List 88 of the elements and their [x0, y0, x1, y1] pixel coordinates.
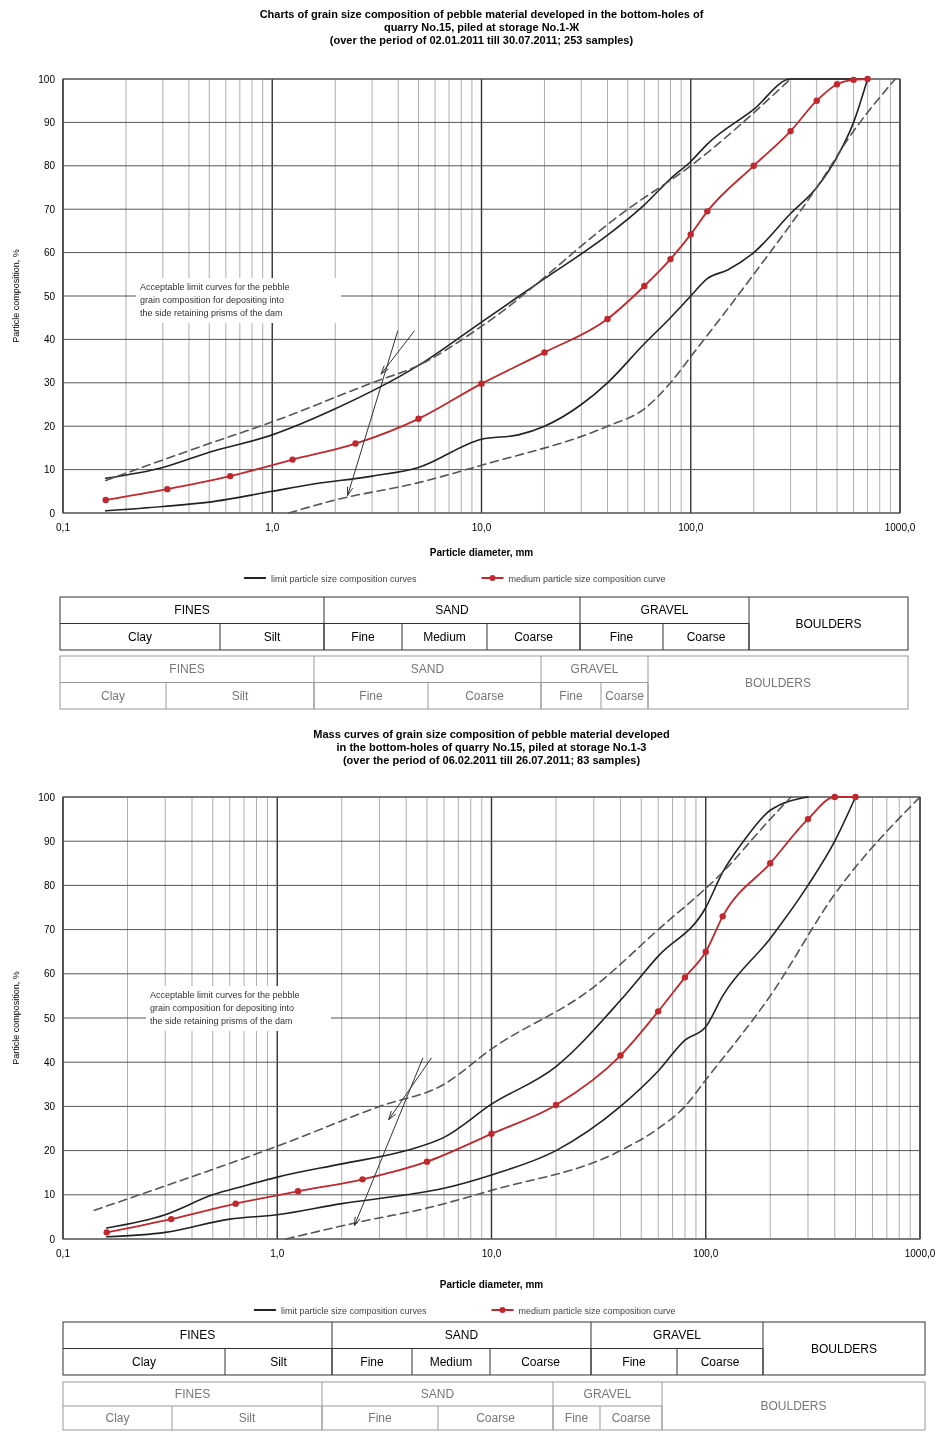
- text: Coarse: [476, 1411, 516, 1425]
- y-tick-label: 20: [43, 420, 56, 432]
- text: GRAVEL: [640, 603, 689, 618]
- text: Coarse: [611, 1411, 651, 1425]
- y-tick-label: 50: [43, 1012, 56, 1024]
- x-tick-label: 10,0: [471, 522, 492, 533]
- text: Clay: [100, 688, 126, 703]
- text: Medium: [423, 629, 466, 644]
- text: SAND: [410, 662, 445, 677]
- x-tick-label: 10,0: [481, 1248, 502, 1259]
- text: FINES: [174, 1387, 211, 1401]
- text: Silt: [270, 1354, 288, 1369]
- text: Fine: [559, 688, 583, 703]
- text: FINES: [179, 1328, 216, 1343]
- text: Clay: [105, 1411, 130, 1425]
- x-tick-label: 0,1: [56, 522, 71, 533]
- y-tick-label: 90: [43, 835, 56, 847]
- annotation: Acceptable limit curves for the pebble grain composition for depositing into the side retaining prisms of the dam: [150, 990, 300, 1026]
- text: Clay: [127, 629, 153, 644]
- x-tick-label: 1,0: [270, 1248, 285, 1259]
- y-tick-label: 70: [43, 924, 56, 936]
- annotation: Acceptable limit curves for the pebble grain composition for depositing into the side retaining prisms of the dam: [140, 282, 290, 318]
- y-tick-label: 30: [43, 1100, 56, 1112]
- y-tick-label: 0: [49, 507, 56, 519]
- text: Silt: [231, 688, 249, 703]
- y-tick-label: 90: [43, 116, 56, 128]
- text: Fine: [351, 629, 375, 644]
- text: BOULDERS: [795, 616, 862, 631]
- text: SAND: [435, 603, 469, 618]
- y-tick-label: 0: [49, 1233, 56, 1245]
- x-tick-label: 100,0: [693, 1248, 719, 1259]
- x-tick-label: 0,1: [56, 1248, 71, 1259]
- y-tick-label: 40: [43, 1056, 56, 1068]
- text: FINES: [169, 662, 205, 677]
- chart-subtitle: (over the period of 06.02.2011 till 26.07.2011; 83 samples): [342, 754, 641, 766]
- x-tick-label: 1000,0: [904, 1248, 936, 1259]
- text: Coarse: [465, 688, 505, 703]
- y-tick-label: 40: [43, 333, 56, 345]
- y-tick-label: 100: [38, 73, 56, 85]
- text: Fine: [359, 688, 383, 703]
- text: Fine: [360, 1354, 384, 1369]
- y-tick-label: 100: [38, 791, 56, 803]
- text: Medium: [429, 1354, 473, 1369]
- legend-label: limit particle size composition curves: [280, 1305, 427, 1316]
- text: BOULDERS: [744, 675, 812, 690]
- x-tick-label: 1,0: [265, 522, 280, 533]
- text: Fine: [368, 1411, 392, 1425]
- legend-label: limit particle size composition curves: [270, 573, 417, 584]
- y-tick-label: 10: [43, 464, 56, 476]
- legend-label: medium particle size composition curve: [508, 573, 666, 584]
- text: Silt: [238, 1411, 256, 1425]
- y-tick-label: 50: [43, 290, 56, 302]
- text: Coarse: [686, 629, 726, 644]
- text: GRAVEL: [570, 662, 619, 677]
- text: Coarse: [521, 1354, 561, 1369]
- y-axis-title: Particle composition, %: [11, 249, 21, 343]
- x-axis-title: Particle diameter, mm: [429, 547, 534, 558]
- y-tick-label: 20: [43, 1145, 56, 1157]
- text: GRAVEL: [653, 1328, 702, 1343]
- x-tick-label: 1000,0: [884, 522, 916, 533]
- legend-label: medium particle size composition curve: [518, 1305, 676, 1316]
- text: SAND: [444, 1328, 479, 1343]
- text: Coarse: [700, 1354, 740, 1369]
- y-tick-label: 60: [43, 247, 56, 259]
- y-tick-label: 80: [43, 160, 56, 172]
- y-tick-label: 30: [43, 377, 56, 389]
- y-tick-label: 10: [43, 1189, 56, 1201]
- text: BOULDERS: [810, 1341, 878, 1356]
- text: Clay: [131, 1354, 157, 1369]
- text: Fine: [564, 1411, 589, 1425]
- y-axis-title: Particle composition, %: [11, 971, 21, 1065]
- text: Silt: [263, 629, 281, 644]
- y-tick-label: 70: [43, 203, 56, 215]
- chart-title: Mass curves of grain size composition of pebble material developed in the bottom-holes of quarry No.15, piled at storage No.1-3: [313, 728, 670, 753]
- text: Fine: [609, 629, 634, 644]
- text: Fine: [622, 1354, 646, 1369]
- chart-subtitle: (over the period of 02.01.2011 till 30.07.2011; 253 samples): [329, 34, 634, 46]
- y-tick-label: 80: [43, 879, 56, 891]
- text: Coarse: [605, 688, 645, 703]
- y-tick-label: 60: [43, 968, 56, 980]
- text: SAND: [420, 1387, 455, 1401]
- x-tick-label: 100,0: [678, 522, 704, 533]
- text: Coarse: [514, 629, 554, 644]
- text: FINES: [174, 603, 210, 618]
- text: GRAVEL: [583, 1387, 632, 1401]
- chart-title: Charts of grain size composition of pebble material developed in the bottom-holes of quarry No.15, piled at storage No.1-Ж: [259, 8, 704, 33]
- text: BOULDERS: [760, 1399, 827, 1413]
- x-axis-title: Particle diameter, mm: [439, 1279, 544, 1290]
